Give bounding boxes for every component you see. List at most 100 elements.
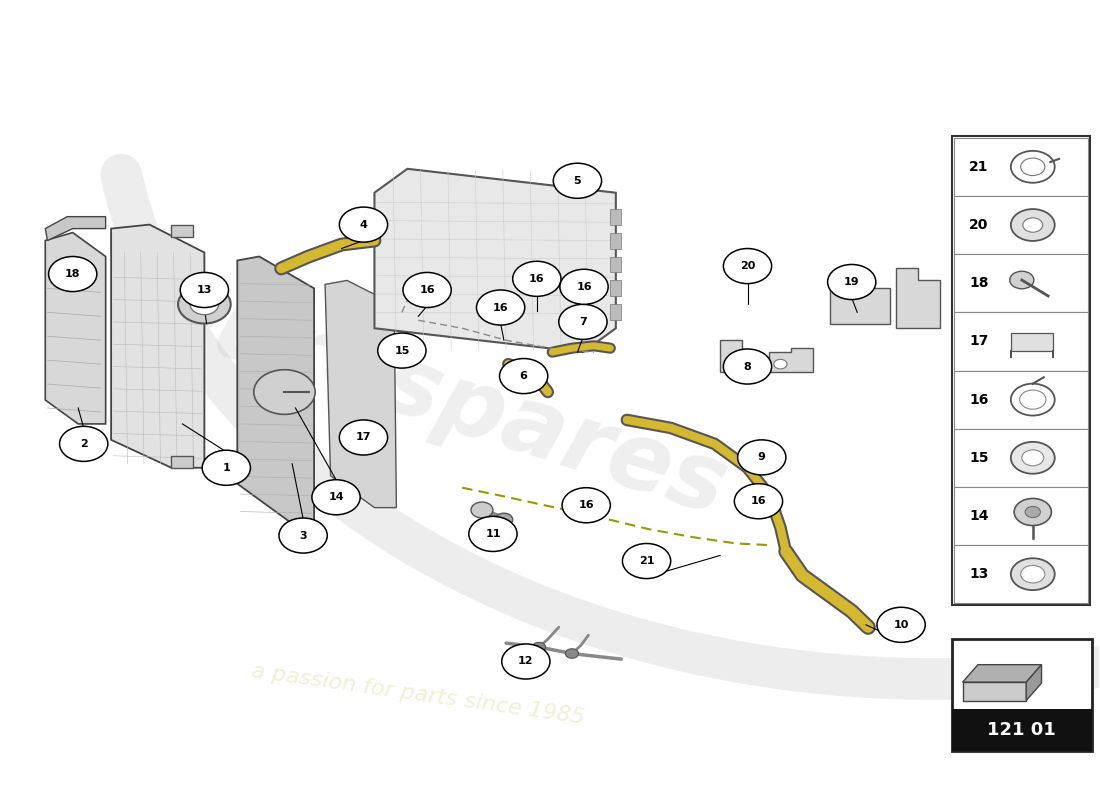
- Text: 4: 4: [360, 220, 367, 230]
- Polygon shape: [829, 277, 890, 324]
- Circle shape: [403, 273, 451, 307]
- Text: 2: 2: [80, 439, 88, 449]
- Text: 12: 12: [518, 657, 534, 666]
- Circle shape: [48, 257, 97, 291]
- Circle shape: [1014, 498, 1052, 526]
- Polygon shape: [1011, 334, 1053, 351]
- Text: 16: 16: [493, 302, 508, 313]
- Circle shape: [725, 359, 738, 369]
- Polygon shape: [326, 281, 396, 508]
- Circle shape: [623, 543, 671, 578]
- Circle shape: [553, 163, 602, 198]
- Text: 18: 18: [969, 276, 989, 290]
- Circle shape: [1011, 209, 1055, 241]
- Text: 6: 6: [519, 371, 528, 381]
- Text: 5: 5: [573, 176, 581, 186]
- Circle shape: [59, 426, 108, 462]
- Text: 13: 13: [969, 567, 989, 581]
- FancyBboxPatch shape: [952, 710, 1092, 750]
- Circle shape: [1011, 384, 1055, 415]
- Circle shape: [469, 516, 517, 551]
- FancyBboxPatch shape: [954, 487, 1088, 545]
- Circle shape: [513, 262, 561, 296]
- Circle shape: [1011, 151, 1055, 182]
- Text: 21: 21: [969, 160, 989, 174]
- Circle shape: [738, 440, 785, 475]
- Text: 11: 11: [485, 529, 501, 539]
- Polygon shape: [769, 348, 813, 372]
- FancyBboxPatch shape: [952, 136, 1090, 605]
- Circle shape: [565, 649, 579, 658]
- FancyBboxPatch shape: [954, 196, 1088, 254]
- FancyBboxPatch shape: [610, 257, 621, 273]
- Polygon shape: [720, 340, 764, 372]
- Text: 16: 16: [750, 496, 767, 506]
- Text: 19: 19: [844, 277, 859, 287]
- FancyBboxPatch shape: [952, 639, 1092, 750]
- Text: 16: 16: [576, 282, 592, 292]
- Text: 17: 17: [355, 433, 371, 442]
- Circle shape: [877, 607, 925, 642]
- FancyBboxPatch shape: [954, 138, 1088, 196]
- Circle shape: [1020, 390, 1046, 409]
- Circle shape: [560, 270, 608, 304]
- Text: 16: 16: [579, 500, 594, 510]
- Circle shape: [339, 207, 387, 242]
- Circle shape: [724, 249, 771, 284]
- FancyBboxPatch shape: [610, 209, 621, 225]
- Text: 10: 10: [893, 620, 909, 630]
- Circle shape: [502, 644, 550, 679]
- Text: eurospares: eurospares: [142, 264, 738, 536]
- FancyBboxPatch shape: [954, 545, 1088, 603]
- Text: 15: 15: [394, 346, 409, 355]
- Text: 8: 8: [744, 362, 751, 371]
- FancyBboxPatch shape: [610, 233, 621, 249]
- Text: 14: 14: [969, 509, 989, 523]
- FancyBboxPatch shape: [610, 304, 621, 320]
- FancyBboxPatch shape: [172, 225, 194, 237]
- Circle shape: [254, 370, 316, 414]
- Text: 17: 17: [969, 334, 989, 349]
- Circle shape: [471, 502, 493, 518]
- Text: 16: 16: [969, 393, 989, 406]
- Polygon shape: [895, 269, 939, 328]
- Circle shape: [339, 420, 387, 455]
- Circle shape: [202, 450, 251, 486]
- Circle shape: [279, 518, 328, 553]
- FancyBboxPatch shape: [954, 370, 1088, 429]
- Circle shape: [312, 480, 360, 515]
- Text: 15: 15: [969, 450, 989, 465]
- Text: 13: 13: [197, 285, 212, 295]
- Text: 16: 16: [419, 285, 435, 295]
- FancyBboxPatch shape: [954, 254, 1088, 312]
- Circle shape: [1023, 218, 1043, 232]
- Polygon shape: [111, 225, 205, 468]
- FancyBboxPatch shape: [172, 456, 194, 468]
- Text: 21: 21: [639, 556, 654, 566]
- Text: 3: 3: [299, 530, 307, 541]
- Polygon shape: [45, 217, 106, 241]
- Circle shape: [495, 514, 513, 526]
- Circle shape: [1021, 158, 1045, 175]
- Circle shape: [1025, 506, 1041, 518]
- Text: 20: 20: [969, 218, 989, 232]
- Text: 14: 14: [328, 492, 344, 502]
- Text: 7: 7: [579, 317, 586, 327]
- FancyBboxPatch shape: [610, 281, 621, 296]
- Circle shape: [499, 358, 548, 394]
- Circle shape: [827, 265, 876, 299]
- Circle shape: [562, 488, 611, 522]
- Polygon shape: [1026, 665, 1042, 701]
- Text: 9: 9: [758, 452, 766, 462]
- Circle shape: [735, 484, 782, 518]
- Circle shape: [724, 349, 771, 384]
- Circle shape: [1022, 450, 1044, 466]
- Circle shape: [773, 359, 786, 369]
- Circle shape: [1010, 271, 1034, 289]
- Text: 20: 20: [740, 261, 756, 271]
- Circle shape: [180, 273, 229, 307]
- Polygon shape: [45, 233, 106, 424]
- Circle shape: [178, 286, 231, 323]
- Text: a passion for parts since 1985: a passion for parts since 1985: [251, 662, 586, 728]
- Polygon shape: [238, 257, 315, 523]
